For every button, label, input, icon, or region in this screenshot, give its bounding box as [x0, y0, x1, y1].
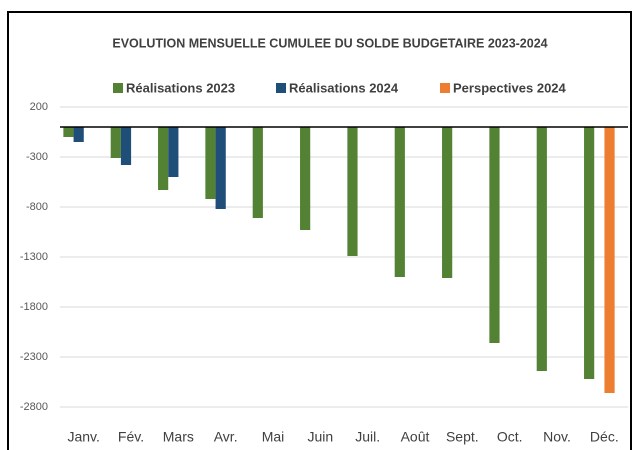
bar	[158, 127, 169, 190]
y-tick-label: -800	[26, 201, 48, 213]
legend-swatch	[440, 83, 450, 93]
bar	[215, 127, 226, 209]
bar	[394, 127, 405, 277]
bar	[442, 127, 453, 278]
legend-label: Réalisations 2024	[289, 80, 399, 95]
labels: 200 -300 -800 -1300 -1800 -2300 -2800 Janv. Fév.…	[20, 80, 619, 444]
bar	[168, 127, 179, 177]
y-tick-label: 200	[30, 101, 48, 113]
legend-label: Réalisations 2023	[126, 80, 235, 95]
x-tick-label: Nov.	[543, 429, 571, 445]
bar	[300, 127, 311, 230]
frame	[7, 11, 632, 450]
bars	[63, 127, 615, 393]
x-tick-label: Sept.	[446, 429, 479, 445]
legend-swatch	[276, 83, 286, 93]
bar	[205, 127, 216, 199]
bar	[120, 127, 132, 165]
x-tick-label: Oct.	[497, 429, 523, 445]
x-tick-label: Avr.	[214, 429, 238, 445]
x-tick-label: Déc.	[590, 429, 619, 445]
x-tick-label: Fév.	[118, 429, 144, 445]
bar	[604, 127, 615, 393]
x-tick-label: Juil.	[355, 429, 380, 445]
bar	[584, 127, 595, 379]
x-tick-label: Mars	[163, 429, 194, 445]
legend-swatch	[113, 83, 123, 93]
x-tick-label: Août	[401, 429, 430, 445]
bar	[252, 127, 263, 218]
bar	[489, 127, 500, 343]
grid	[60, 106, 628, 408]
bar	[63, 127, 74, 137]
y-tick-label: -2800	[20, 401, 48, 413]
y-tick-label: -1800	[20, 301, 48, 313]
chart-title: EVOLUTION MENSUELLE CUMULEE DU SOLDE BUD…	[112, 36, 547, 50]
x-tick-label: Juin	[307, 429, 333, 445]
y-tick-label: -1300	[20, 251, 48, 263]
x-tick-label: Janv.	[67, 429, 99, 445]
y-tick-label: -2300	[20, 351, 48, 363]
bar	[110, 127, 121, 158]
bar	[73, 127, 84, 142]
legend-label: Perspectives 2024	[453, 80, 567, 95]
bar	[347, 127, 358, 256]
y-tick-label: -300	[26, 151, 48, 163]
bar	[536, 127, 547, 371]
x-tick-label: Mai	[262, 429, 285, 445]
